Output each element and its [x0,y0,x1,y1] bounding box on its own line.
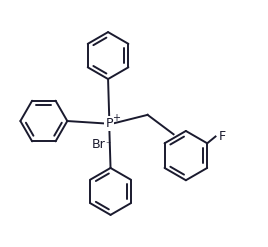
Text: F: F [219,130,226,143]
Text: +: + [112,113,120,123]
Text: Br: Br [91,138,105,151]
Text: ⁻: ⁻ [106,140,111,150]
Text: P: P [106,117,113,130]
